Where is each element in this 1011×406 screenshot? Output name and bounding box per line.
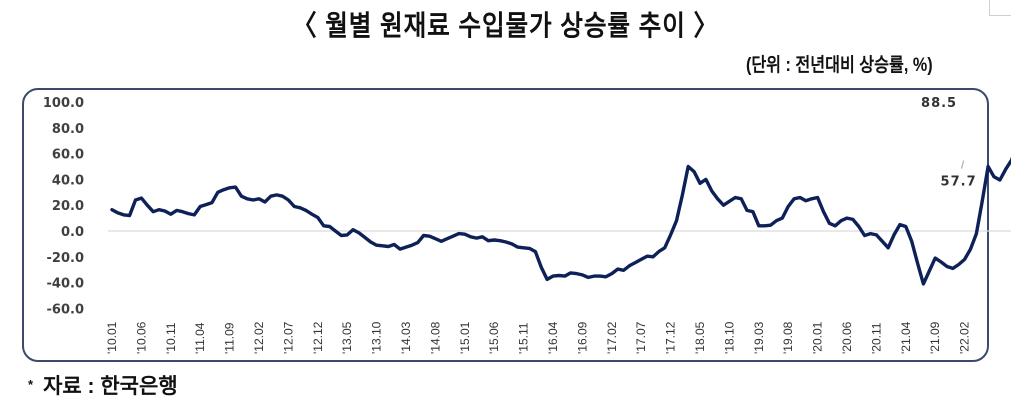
y-tick-label: 60.0	[52, 148, 84, 163]
x-tick-label: '10.01	[105, 321, 119, 354]
latest-value-label: 57.7	[941, 175, 977, 190]
x-tick-label: '19.08	[781, 321, 795, 354]
y-tick-label: -20.0	[47, 251, 84, 266]
chart-title: 〈 월별 원재료 수입물가 상승률 추이 〉	[291, 10, 720, 41]
footnote-marker: *	[28, 377, 34, 392]
x-tick-label: '17.12	[664, 321, 678, 354]
source-text: 자료 : 한국은행	[43, 375, 178, 398]
y-tick-label: 0.0	[61, 225, 84, 240]
x-tick-label: '22.02	[958, 321, 972, 354]
y-tick-label: 80.0	[52, 122, 84, 137]
y-tick-label: -60.0	[47, 302, 84, 317]
x-tick-label: '15.06	[487, 321, 501, 354]
x-tick-label: '12.12	[311, 321, 325, 354]
peak-value-label: 88.5	[921, 96, 957, 111]
x-tick-label: '10.11	[164, 322, 178, 354]
x-tick-label: '13.10	[370, 321, 384, 354]
x-tick-label: '18.10	[722, 321, 736, 354]
x-tick-label: '14.03	[399, 321, 413, 354]
y-tick-label: -40.0	[47, 277, 84, 292]
x-tick-label: '14.08	[428, 321, 442, 354]
x-tick-label: '13.05	[340, 321, 354, 354]
x-tick-label: '20.01	[811, 321, 825, 354]
y-tick-label: 100.0	[43, 96, 84, 111]
source-note: * 자료 : 한국은행	[28, 370, 178, 400]
x-tick-label: '17.02	[605, 321, 619, 354]
x-tick-label: '20.06	[840, 321, 854, 354]
corner-decoration	[989, 0, 1011, 16]
x-tick-label: '21.09	[928, 321, 942, 354]
x-tick-label: '10.06	[134, 321, 148, 354]
label-leader-line	[961, 160, 965, 169]
series-line	[110, 156, 1011, 286]
x-tick-label: '16.09	[575, 321, 589, 354]
x-tick-label: '17.07	[634, 321, 648, 354]
unit-label: (단위 : 전년대비 상승률, %)	[746, 55, 933, 76]
x-tick-label: '21.04	[899, 321, 913, 354]
x-tick-label: '12.02	[252, 321, 266, 354]
x-tick-label: '18.05	[693, 321, 707, 354]
x-tick-label: '11.04	[193, 322, 207, 354]
x-tick-label: '19.03	[752, 321, 766, 354]
x-tick-label: '15.11	[517, 322, 531, 354]
x-tick-label: '11.09	[223, 322, 237, 354]
x-tick-label: '20.11	[869, 322, 883, 354]
chart-frame	[22, 88, 989, 362]
x-tick-label: '12.07	[281, 321, 295, 354]
y-tick-label: 40.0	[52, 173, 84, 188]
x-tick-label: '16.04	[546, 321, 560, 354]
y-tick-label: 20.0	[52, 199, 84, 214]
x-tick-label: '15.01	[458, 321, 472, 354]
